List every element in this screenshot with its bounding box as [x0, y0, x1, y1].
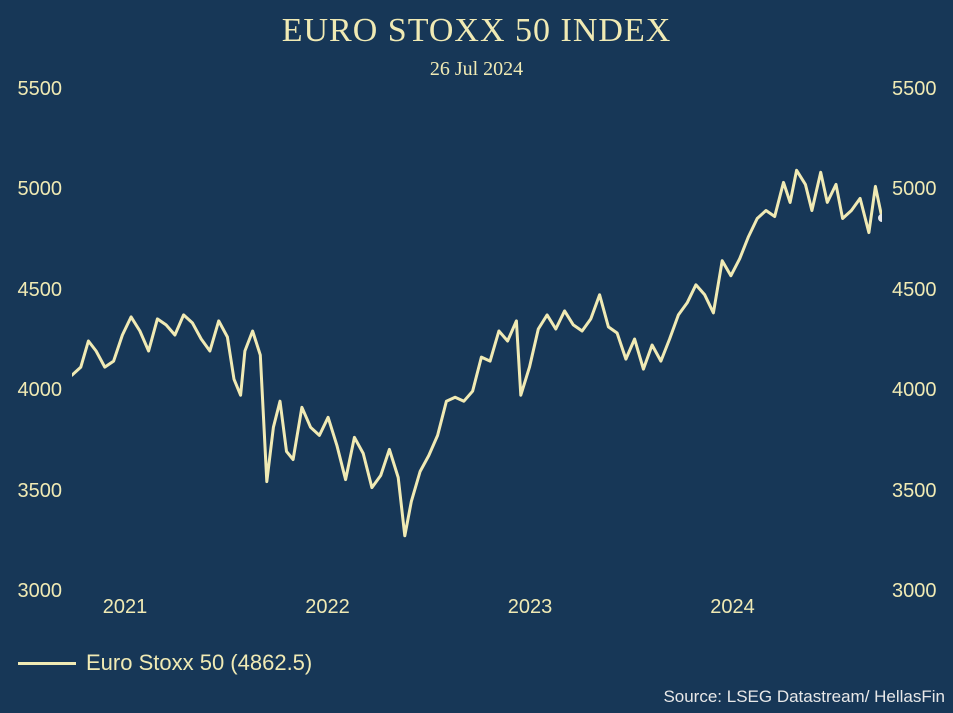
chart-page: { "chart": { "type": "line", "title": "E… [0, 0, 953, 713]
x-tick: 2023 [508, 596, 553, 619]
y-tick-right: 4000 [892, 379, 937, 402]
y-tick-right: 4500 [892, 279, 937, 302]
y-tick-right: 5500 [892, 78, 937, 101]
y-tick-right: 3500 [892, 480, 937, 503]
chart-legend: Euro Stoxx 50 (4862.5) [18, 650, 312, 676]
x-tick: 2021 [103, 596, 148, 619]
y-tick-left: 4500 [18, 279, 63, 302]
x-tick: 2024 [710, 596, 755, 619]
chart-source: Source: LSEG Datastream/ HellasFin [663, 687, 945, 707]
legend-line-swatch [18, 662, 76, 665]
y-tick-left: 5000 [18, 178, 63, 201]
y-tick-left: 3500 [18, 480, 63, 503]
y-tick-left: 3000 [18, 580, 63, 603]
y-tick-left: 5500 [18, 78, 63, 101]
y-tick-right: 5000 [892, 178, 937, 201]
chart-title: EURO STOXX 50 INDEX [0, 12, 953, 50]
x-tick: 2022 [305, 596, 350, 619]
chart-plot-area [72, 90, 882, 592]
y-tick-right: 3000 [892, 580, 937, 603]
chart-subtitle: 26 Jul 2024 [0, 58, 953, 81]
series-end-marker [878, 214, 882, 222]
legend-label: Euro Stoxx 50 (4862.5) [86, 650, 312, 676]
y-tick-left: 4000 [18, 379, 63, 402]
series-line [72, 170, 882, 536]
